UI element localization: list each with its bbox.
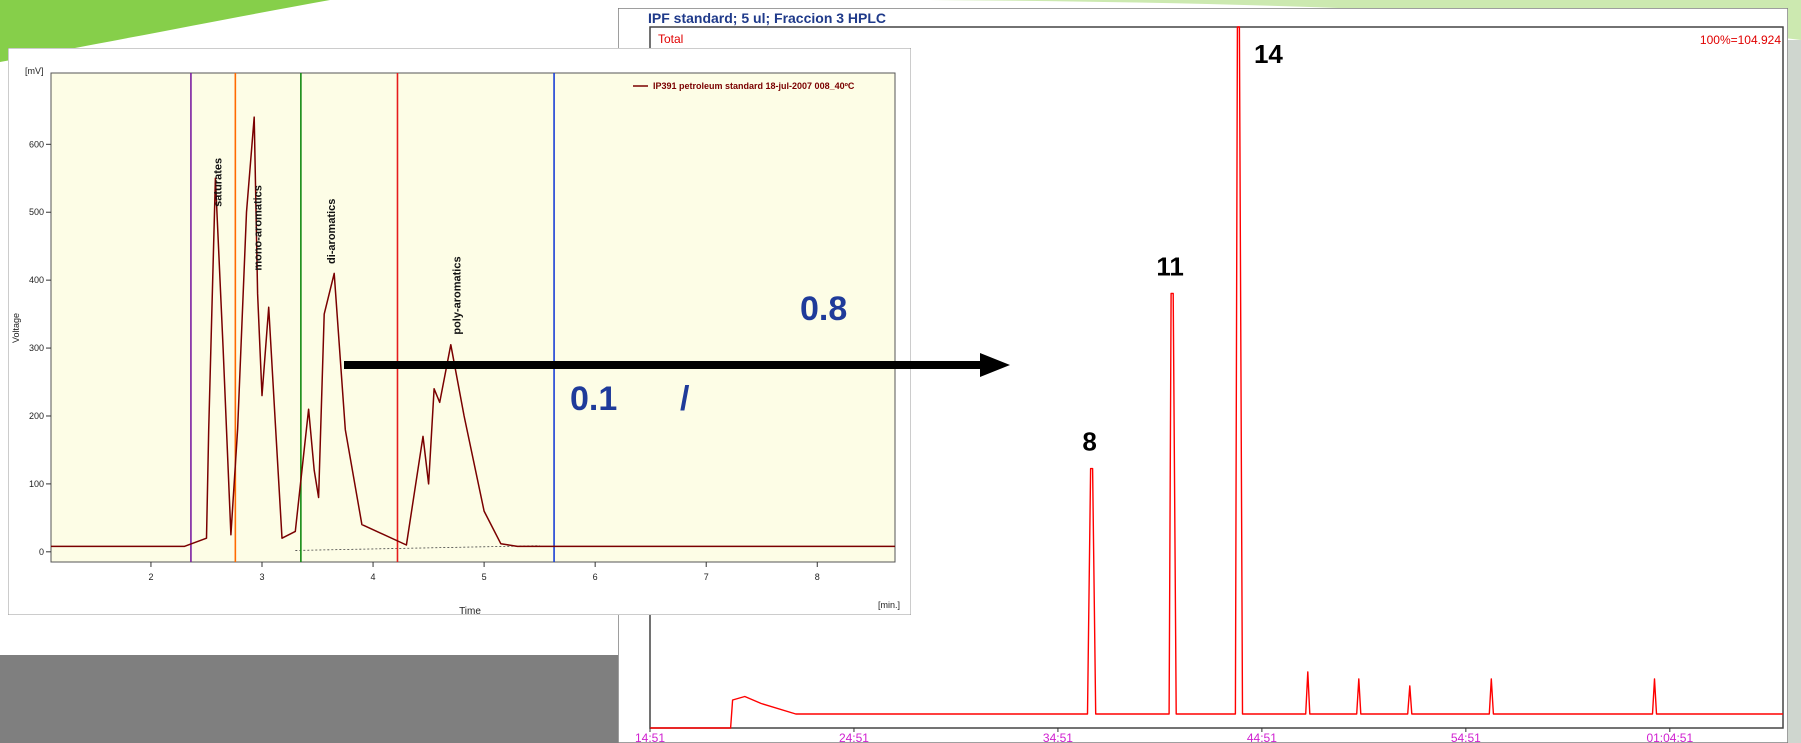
hplc-fraction-label: poly-aromatics	[451, 256, 463, 334]
hplc-series-line	[51, 116, 895, 548]
hplc-fraction-label: saturates	[213, 158, 225, 207]
hplc-x-axis-title: Time	[459, 606, 481, 615]
hplc-x-tick-label: 3	[259, 572, 264, 582]
ratio-value-bottom: 0.1	[570, 380, 618, 418]
hplc-x-tick-label: 7	[704, 572, 709, 582]
ratio-value-top: 0.8	[800, 290, 848, 328]
hplc-y-tick-label: 400	[29, 275, 44, 285]
gc-plot-area	[650, 26, 1783, 729]
hplc-plot-area	[51, 116, 895, 548]
hplc-fraction-dividers	[190, 73, 555, 562]
gc-x-tick-label: 34:51	[1043, 731, 1073, 743]
gc-peak-label: 14	[1254, 39, 1283, 69]
gc-peak-labels: 8 11 14	[1082, 39, 1283, 457]
gray-band-decoration	[0, 655, 640, 743]
hplc-chromatogram-chart: [mV] [min.] Time Voltage 010020030040050…	[8, 48, 911, 615]
gc-x-tick-label: 24:51	[839, 731, 869, 743]
transfer-arrow-head	[980, 353, 1010, 377]
hplc-fraction-label: mono-aromatics	[253, 185, 265, 271]
hplc-x-tick-label: 4	[371, 572, 376, 582]
gc-series-label: Total	[658, 32, 683, 46]
transfer-arrow	[344, 353, 1010, 377]
hplc-y-tick-label: 0	[39, 547, 44, 557]
gc-scale-label: 100%=104.924	[1700, 33, 1781, 47]
hplc-fraction-labels: saturates mono-aromatics di-aromatics poly-…	[213, 158, 464, 335]
hplc-x-tick-label: 8	[815, 572, 820, 582]
hplc-y-tick-label: 200	[29, 411, 44, 421]
hplc-fraction-label: di-aromatics	[326, 199, 338, 264]
gc-peak-label: 8	[1082, 427, 1096, 457]
hplc-y-tick-label: 500	[29, 207, 44, 217]
hplc-x-tick-label: 2	[148, 572, 153, 582]
gc-chart-title: IPF standard; 5 ul; Fraccion 3 HPLC	[648, 10, 886, 26]
gc-x-tick-label: 54:51	[1451, 731, 1481, 743]
gc-x-axis: 14:51 24:51 34:51 44:51 54:51 01:04:51	[635, 728, 1693, 743]
hplc-baseline	[295, 545, 540, 551]
gc-x-tick-label: 14:51	[635, 731, 665, 743]
gc-series-line	[650, 26, 1783, 729]
hplc-y-tick-label: 100	[29, 479, 44, 489]
hplc-y-unit-label: [mV]	[25, 66, 44, 76]
hplc-x-unit-label: [min.]	[878, 600, 900, 610]
hplc-legend-entry: IP391 petroleum standard 18-jul-2007 008…	[653, 81, 855, 91]
hplc-y-tick-label: 300	[29, 343, 44, 353]
hplc-plot-background	[50, 72, 896, 563]
hplc-y-axis-title: Voltage	[11, 313, 21, 343]
gc-x-tick-label: 44:51	[1247, 731, 1277, 743]
green-swoosh-decoration	[0, 0, 330, 62]
ratio-separator: /	[680, 380, 690, 418]
gc-peak-label: 11	[1156, 251, 1184, 281]
hplc-axes: 0 100 200 300 400 500 600 2 3 4 5 6 7 8	[29, 139, 820, 582]
gc-x-tick-label: 01:04:51	[1646, 731, 1693, 743]
right-edge-decoration	[1786, 40, 1801, 743]
hplc-x-tick-label: 5	[482, 572, 487, 582]
hplc-y-tick-label: 600	[29, 139, 44, 149]
hplc-x-tick-label: 6	[593, 572, 598, 582]
